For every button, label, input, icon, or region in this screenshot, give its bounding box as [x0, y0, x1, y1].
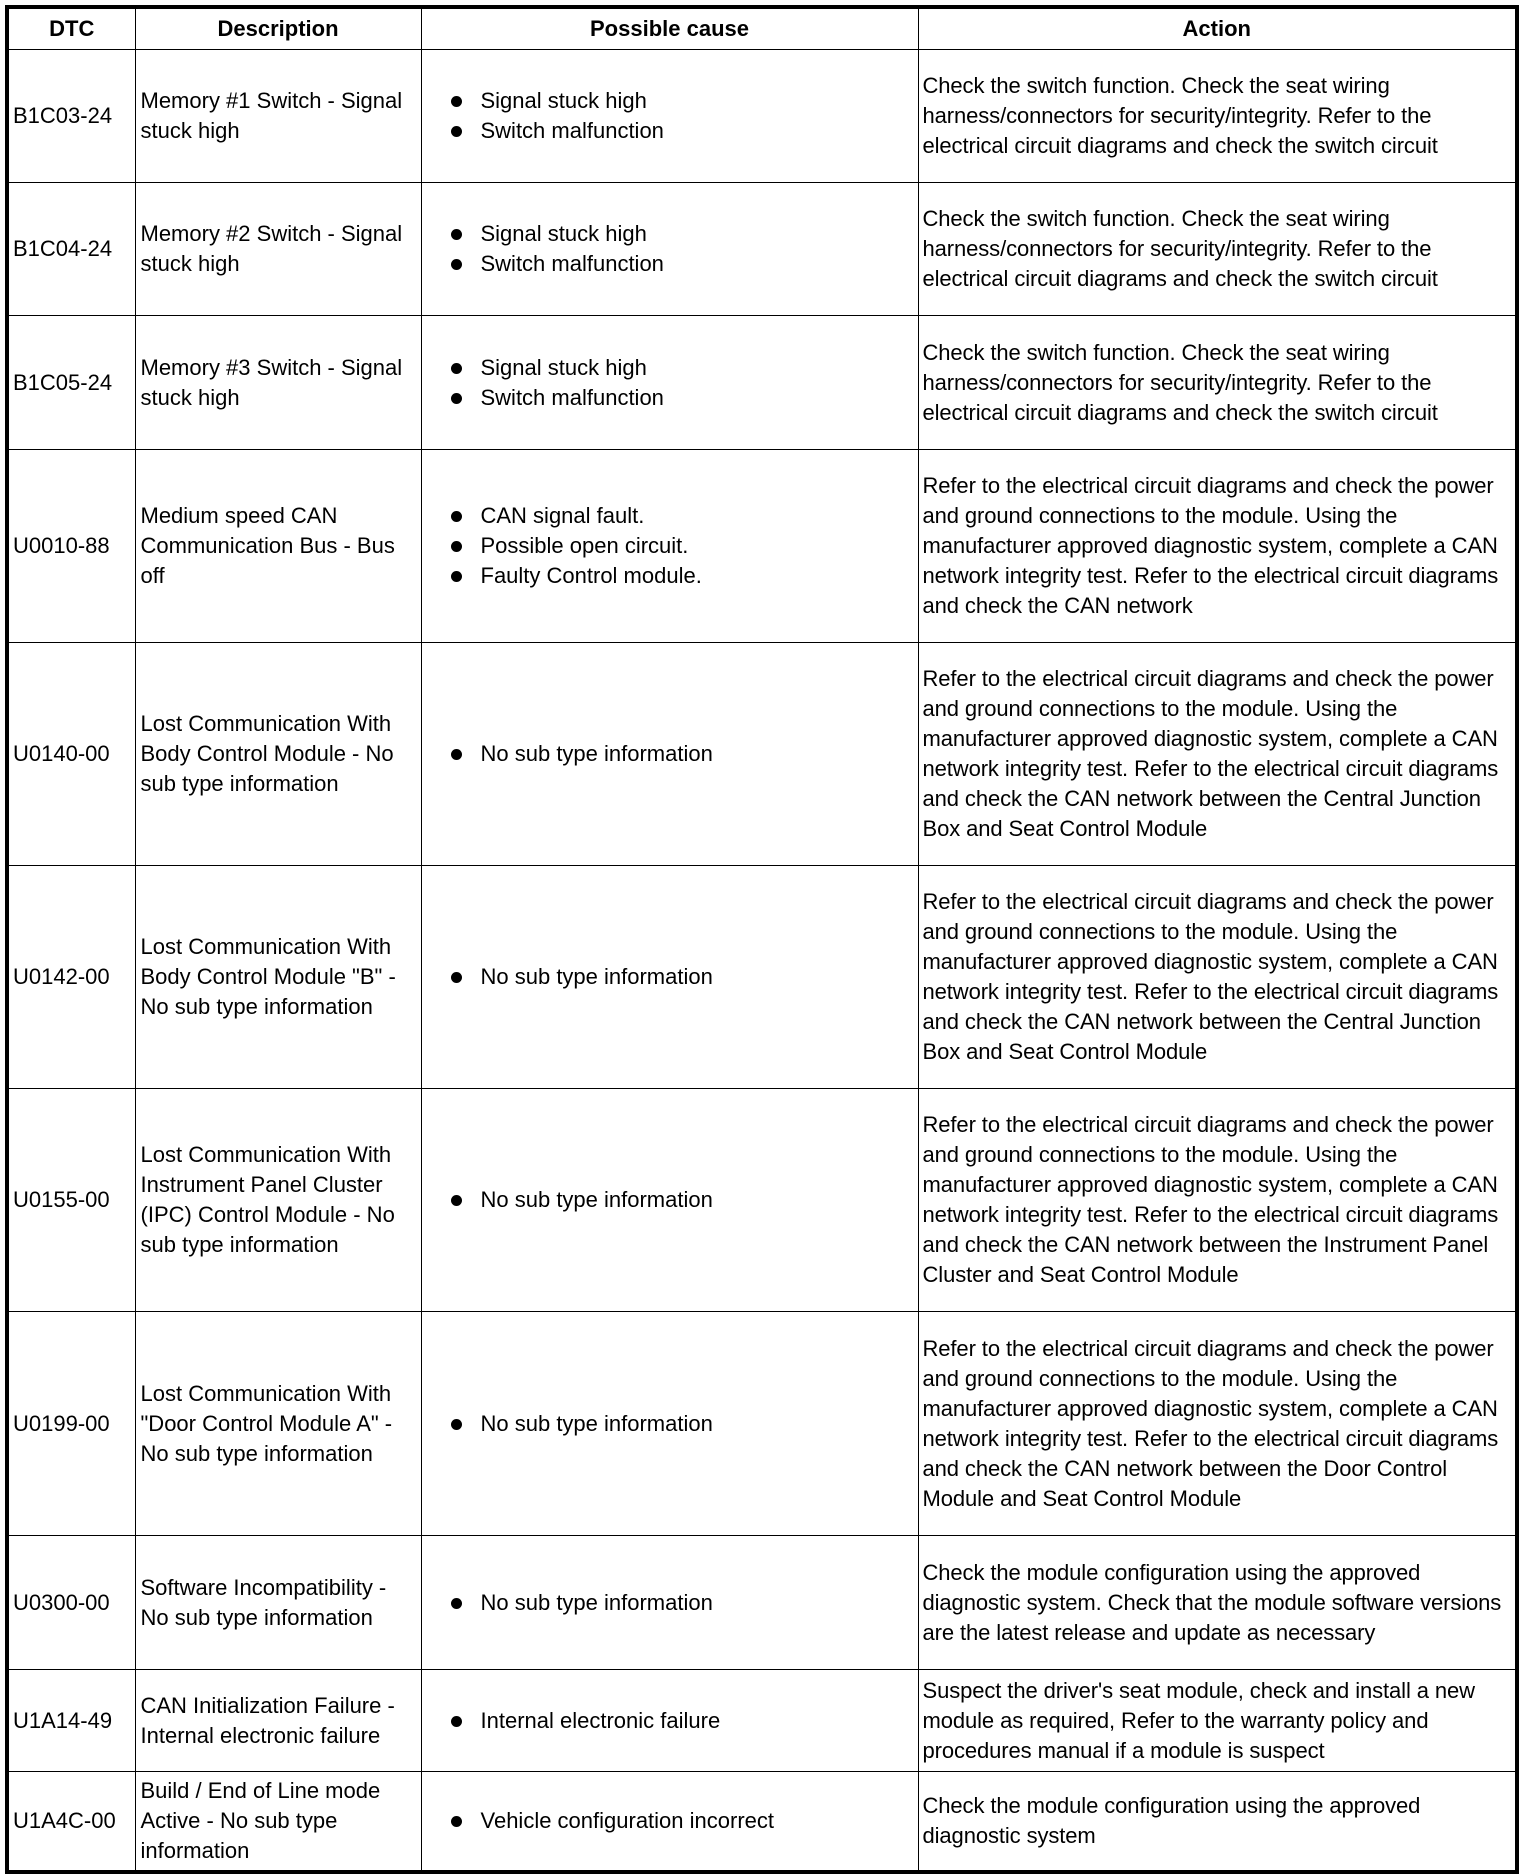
action: Check the switch function. Check the sea… [917, 315, 1518, 450]
cause-list: No sub type information [427, 739, 913, 769]
cause-item: No sub type information [447, 962, 913, 992]
possible-cause: CAN signal fault. Possible open circuit. F… [420, 449, 919, 643]
header-possible-cause: Possible cause [420, 6, 919, 50]
cause-item: Possible open circuit. [447, 531, 913, 561]
dtc-code: B1C04-24 [6, 182, 136, 316]
cause-list: Signal stuck high Switch malfunction [427, 353, 913, 413]
description: Build / End of Line mode Active - No sub… [134, 1771, 422, 1872]
cause-list: No sub type information [427, 962, 913, 992]
cause-item: Vehicle configuration incorrect [447, 1806, 913, 1836]
table-row: U0010-88 Medium speed CAN Communication B… [6, 449, 1518, 643]
description: Medium speed CAN Communication Bus - Bus… [134, 449, 422, 643]
dtc-code: U1A4C-00 [6, 1771, 136, 1872]
table-row: U0300-00 Software Incompatibility - No su… [6, 1535, 1518, 1670]
possible-cause: No sub type information [420, 642, 919, 866]
possible-cause: No sub type information [420, 1535, 919, 1670]
possible-cause: Signal stuck high Switch malfunction [420, 49, 919, 183]
dtc-code: U0140-00 [6, 642, 136, 866]
cause-list: Signal stuck high Switch malfunction [427, 219, 913, 279]
action: Check the switch function. Check the sea… [917, 49, 1518, 183]
cause-item: Internal electronic failure [447, 1706, 913, 1736]
dtc-code: B1C03-24 [6, 49, 136, 183]
description: Lost Communication With Body Control Mod… [134, 865, 422, 1089]
cause-item: Signal stuck high [447, 219, 913, 249]
description: CAN Initialization Failure - Internal el… [134, 1669, 422, 1772]
cause-item: Signal stuck high [447, 353, 913, 383]
possible-cause: No sub type information [420, 1088, 919, 1312]
possible-cause: No sub type information [420, 1311, 919, 1536]
action: Suspect the driver's seat module, check … [917, 1669, 1518, 1772]
cause-list: CAN signal fault. Possible open circuit. F… [427, 501, 913, 591]
dtc-code: U0199-00 [6, 1311, 136, 1536]
dtc-code: B1C05-24 [6, 315, 136, 450]
description: Lost Communication With Body Control Mod… [134, 642, 422, 866]
table-row: U0199-00 Lost Communication With "Door Co… [6, 1311, 1518, 1536]
action: Refer to the electrical circuit diagrams… [917, 449, 1518, 643]
table-row: B1C04-24 Memory #2 Switch - Signal stuck … [6, 182, 1518, 316]
table-row: U1A14-49 CAN Initialization Failure - Int… [6, 1669, 1518, 1772]
possible-cause: Signal stuck high Switch malfunction [420, 182, 919, 316]
dtc-code: U0010-88 [6, 449, 136, 643]
action: Refer to the electrical circuit diagrams… [917, 642, 1518, 866]
possible-cause: No sub type information [420, 865, 919, 1089]
table-row: U0142-00 Lost Communication With Body Con… [6, 865, 1518, 1089]
header-action: Action [917, 6, 1518, 50]
table-row: B1C05-24 Memory #3 Switch - Signal stuck … [6, 315, 1518, 450]
cause-list: No sub type information [427, 1588, 913, 1618]
cause-item: Switch malfunction [447, 116, 913, 146]
cause-item: No sub type information [447, 1409, 913, 1439]
cause-list: Vehicle configuration incorrect [427, 1806, 913, 1836]
cause-item: Switch malfunction [447, 249, 913, 279]
header-dtc: DTC [6, 6, 136, 50]
cause-item: Faulty Control module. [447, 561, 913, 591]
cause-item: No sub type information [447, 1185, 913, 1215]
header-description: Description [134, 6, 422, 50]
dtc-code: U1A14-49 [6, 1669, 136, 1772]
cause-list: No sub type information [427, 1409, 913, 1439]
possible-cause: Signal stuck high Switch malfunction [420, 315, 919, 450]
description: Memory #1 Switch - Signal stuck high [134, 49, 422, 183]
dtc-table: DTC Description Possible cause Action B1… [5, 5, 1519, 1874]
dtc-code: U0155-00 [6, 1088, 136, 1312]
table-row: B1C03-24 Memory #1 Switch - Signal stuck … [6, 49, 1518, 183]
action: Check the module configuration using the… [917, 1535, 1518, 1670]
description: Lost Communication With Instrument Panel… [134, 1088, 422, 1312]
description: Software Incompatibility - No sub type i… [134, 1535, 422, 1670]
table-row: U0155-00 Lost Communication With Instrume… [6, 1088, 1518, 1312]
cause-item: Signal stuck high [447, 86, 913, 116]
cause-item: Switch malfunction [447, 383, 913, 413]
cause-item: No sub type information [447, 739, 913, 769]
cause-list: Internal electronic failure [427, 1706, 913, 1736]
description: Lost Communication With "Door Control Mo… [134, 1311, 422, 1536]
cause-list: No sub type information [427, 1185, 913, 1215]
table-row: U0140-00 Lost Communication With Body Con… [6, 642, 1518, 866]
cause-list: Signal stuck high Switch malfunction [427, 86, 913, 146]
dtc-code: U0300-00 [6, 1535, 136, 1670]
action: Check the module configuration using the… [917, 1771, 1518, 1872]
description: Memory #2 Switch - Signal stuck high [134, 182, 422, 316]
description: Memory #3 Switch - Signal stuck high [134, 315, 422, 450]
action: Refer to the electrical circuit diagrams… [917, 1311, 1518, 1536]
action: Refer to the electrical circuit diagrams… [917, 1088, 1518, 1312]
action: Check the switch function. Check the sea… [917, 182, 1518, 316]
action: Refer to the electrical circuit diagrams… [917, 865, 1518, 1089]
table-row: U1A4C-00 Build / End of Line mode Active … [6, 1771, 1518, 1872]
cause-item: No sub type information [447, 1588, 913, 1618]
possible-cause: Vehicle configuration incorrect [420, 1771, 919, 1872]
header-row: DTC Description Possible cause Action [6, 6, 1518, 50]
possible-cause: Internal electronic failure [420, 1669, 919, 1772]
dtc-code: U0142-00 [6, 865, 136, 1089]
cause-item: CAN signal fault. [447, 501, 913, 531]
